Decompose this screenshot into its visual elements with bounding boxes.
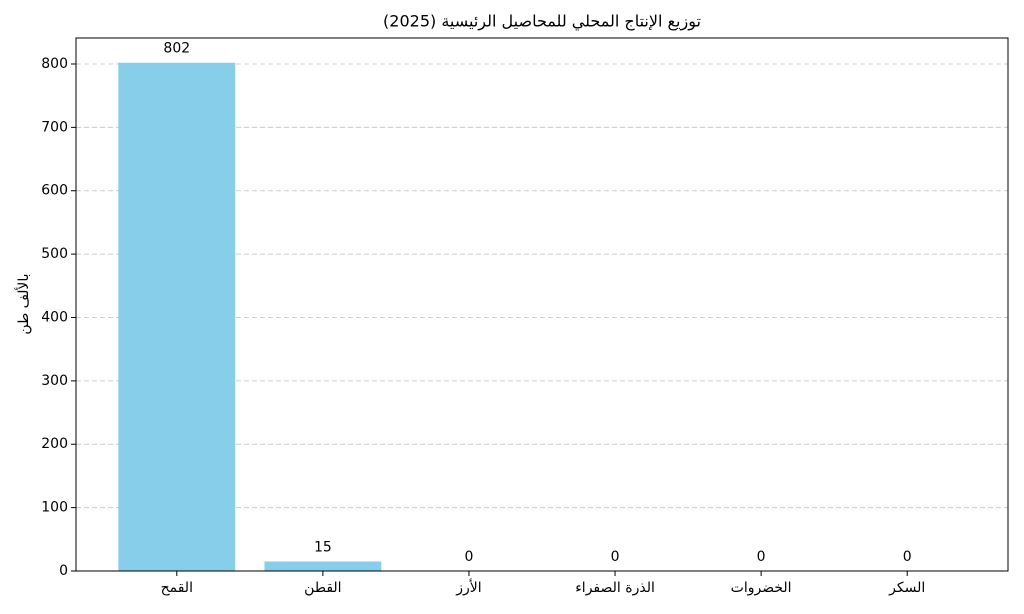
chart-title: توزيع الإنتاج المحلي للمحاصيل الرئيسية (… xyxy=(383,12,701,32)
plot-frame xyxy=(75,37,1009,572)
x-tick-label: القطن xyxy=(304,580,341,596)
y-tick-label: 500 xyxy=(41,246,68,262)
bar xyxy=(264,561,382,571)
y-tick-label: 200 xyxy=(41,436,68,452)
x-tick-label: الأرز xyxy=(455,578,481,596)
x-tick-label: الذرة الصفراء xyxy=(575,580,655,596)
y-axis-label: بالألف طن xyxy=(14,273,32,334)
x-tick-label: السكر xyxy=(888,580,925,596)
data-label: 0 xyxy=(464,549,473,565)
x-tick-label: القمح xyxy=(161,580,193,596)
data-label: 802 xyxy=(163,41,190,57)
y-tick-label: 300 xyxy=(41,373,68,389)
data-label: 0 xyxy=(903,549,912,565)
data-label: 15 xyxy=(314,539,332,555)
bar xyxy=(118,62,236,571)
y-tick-label: 100 xyxy=(41,500,68,516)
y-tick-label: 600 xyxy=(41,183,68,199)
y-tick-label: 800 xyxy=(41,56,68,72)
y-tick-label: 400 xyxy=(41,309,68,325)
y-tick-label: 0 xyxy=(59,563,68,579)
x-tick-label: الخضروات xyxy=(731,580,792,596)
data-label: 0 xyxy=(611,549,620,565)
data-label: 0 xyxy=(757,549,766,565)
y-tick-label: 700 xyxy=(41,119,68,135)
